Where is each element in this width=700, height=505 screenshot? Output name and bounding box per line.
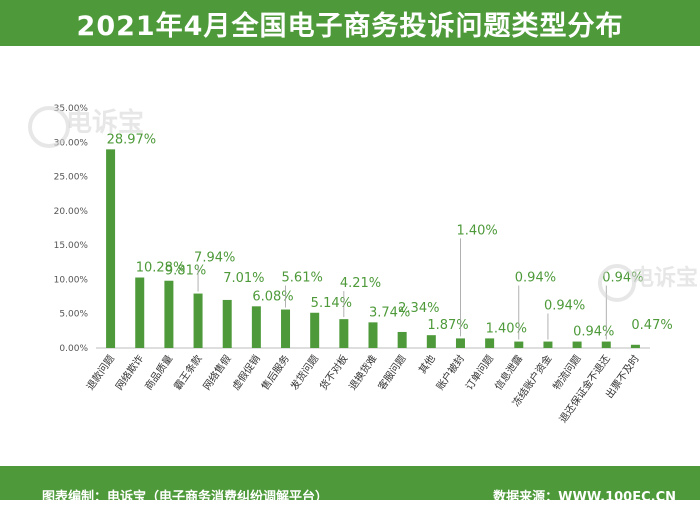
data-label: 6.08% [252,289,293,304]
bar [281,309,291,348]
bar [368,322,378,348]
x-tick-label: 虚假促销 [229,352,263,392]
bar [310,312,320,348]
chart-area: 电诉宝 电诉宝 0.00% 5.00% 10.00% 15.00% 20.00% 25.0… [0,46,700,466]
x-tick-label: 售后服务 [258,352,292,392]
x-tick-label: 霸王条款 [171,352,205,392]
bar [251,306,261,348]
data-label: 28.97% [107,132,157,147]
x-tick-label: 退款问题 [83,352,117,392]
bar [543,341,553,348]
bar [572,341,582,348]
bar [222,299,232,348]
x-tick-label: 网络欺诈 [113,352,147,392]
bar [485,338,495,348]
data-label: 0.94% [573,325,614,340]
watermark-text: 电诉宝 [66,108,145,138]
chart-title: 2021年4月全国电子商务投诉问题类型分布 [76,10,624,42]
data-label: 0.94% [515,271,556,286]
x-tick-label: 商品质量 [142,352,176,392]
footer-data-source: 数据来源：WWW.100EC.CN [493,490,676,505]
y-tick-label: 35.00% [54,104,89,114]
data-label: 7.01% [223,271,264,286]
y-tick-label: 25.00% [54,173,89,183]
y-tick-label: 10.00% [54,275,89,285]
data-label: 5.61% [282,271,323,286]
bar [455,338,465,348]
data-label: 10.28% [136,261,186,276]
data-label: 3.74% [369,305,410,320]
bar [397,331,407,348]
bar-chart: 0.00% 5.00% 10.00% 15.00% 20.00% 25.00% 30.00%… [54,104,673,425]
title-bar: 2021年4月全国电子商务投诉问题类型分布 [0,0,700,46]
data-label: 7.94% [194,251,235,266]
data-label: 0.47% [631,318,672,333]
bar [601,341,611,348]
data-label: 1.40% [486,321,527,336]
x-tick-label: 订单问题 [462,352,496,392]
watermark-logo-icon-2 [598,264,636,302]
data-label: 1.40% [456,223,497,238]
data-label: 1.87% [427,318,468,333]
y-tick-label: 0.00% [59,344,88,354]
bar [106,149,116,348]
y-tick-label: 5.00% [59,310,88,320]
x-tick-label: 货不对板 [317,352,351,392]
x-tick-label: 退还保证金不退还 [556,352,613,425]
x-tick-label: 客服问题 [375,352,409,392]
x-tick-label: 账户被封 [433,352,467,392]
x-tick-label: 其他 [416,352,438,376]
bar [339,319,349,348]
data-label: 9.81% [165,264,206,279]
y-tick-label: 30.00% [54,138,89,148]
footer-source-credit: 图表编制：电诉宝（电子商务消费纠纷调解平台） [42,490,329,505]
x-tick-label: 网络售假 [200,352,234,392]
bar [164,280,174,348]
bar [514,341,524,348]
x-tick-label: 发货问题 [288,352,322,392]
x-tick-label: 信息泄露 [492,352,526,392]
y-tick-label: 15.00% [54,241,89,251]
y-tick-label: 20.00% [54,207,89,217]
data-label: 4.21% [340,276,381,291]
x-tick-label: 退换货难 [346,352,380,392]
bar [426,335,436,348]
data-label: 5.14% [311,296,352,311]
bar [630,344,640,348]
data-label: 2.34% [398,301,439,316]
footer-bar: 图表编制：电诉宝（电子商务消费纠纷调解平台） 数据来源：WWW.100EC.CN [0,466,700,505]
data-label: 0.94% [544,299,585,314]
bar [193,293,203,348]
watermark-text-2: 电诉宝 [632,266,699,291]
x-tick-label: 物流问题 [550,352,584,392]
watermark-logo-icon [28,106,70,148]
bar [135,277,145,348]
